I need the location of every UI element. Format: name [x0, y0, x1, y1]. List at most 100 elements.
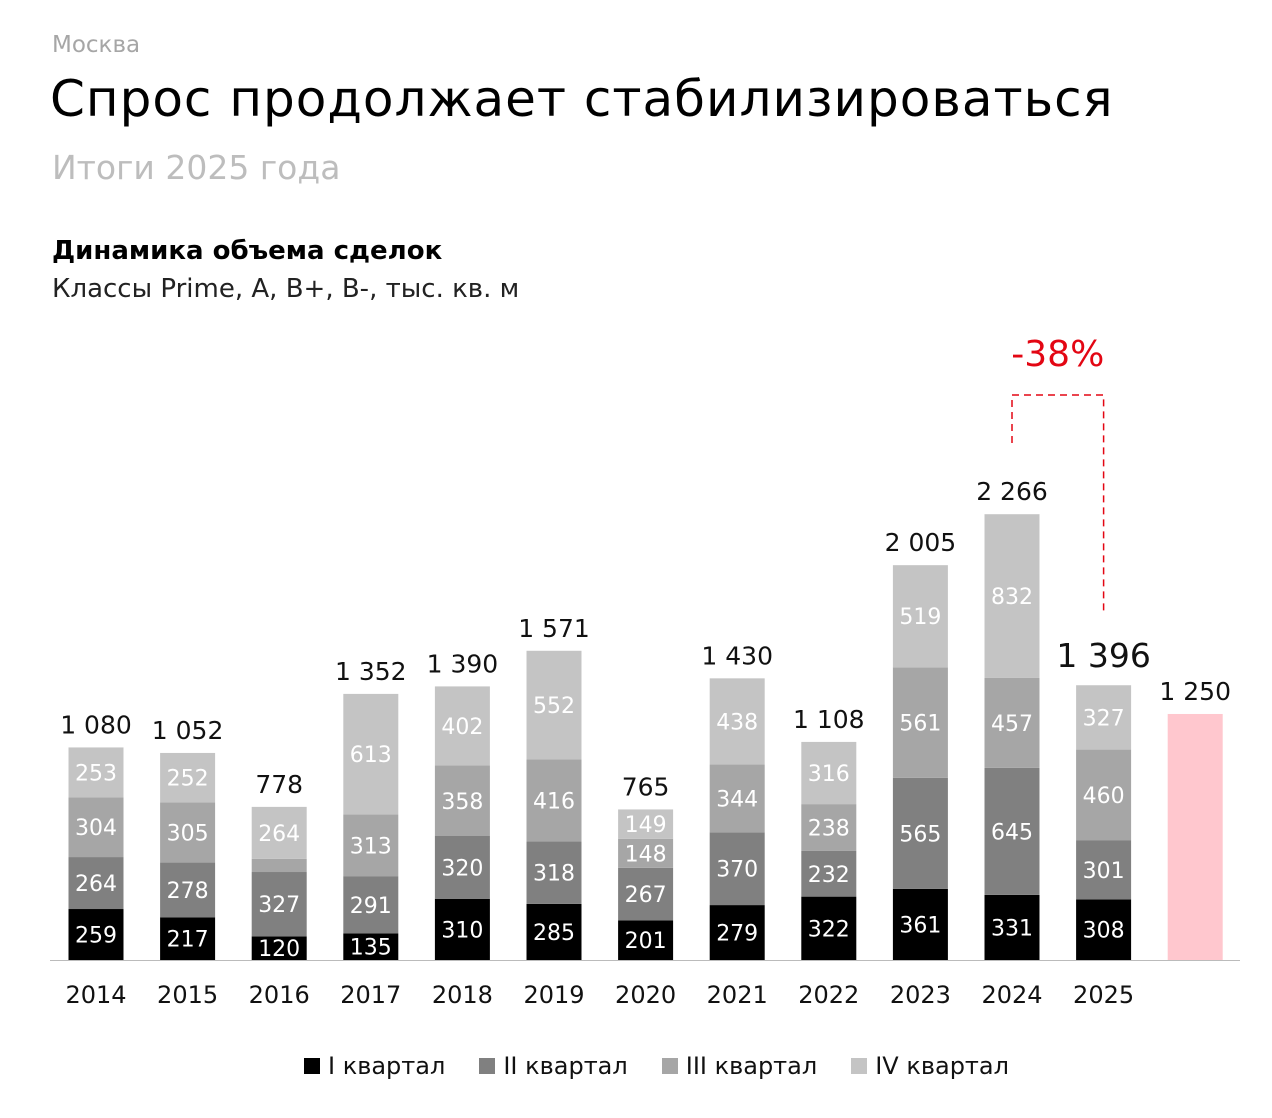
data-label: 327 [258, 893, 300, 918]
bar-segment [434, 765, 490, 837]
data-label: 291 [350, 894, 392, 919]
bar-segment [434, 686, 490, 766]
legend: I квартал II квартал III квартал IV квартал [304, 1052, 1009, 1080]
data-label: 279 [716, 922, 758, 947]
x-tick-label: 2020 [615, 981, 676, 1009]
data-label: 120 [258, 937, 300, 962]
bar-segment [709, 764, 765, 833]
x-tick-label: 2015 [157, 981, 218, 1009]
bar-segment [160, 802, 216, 863]
legend-label: II квартал [503, 1052, 628, 1080]
data-label: 278 [167, 879, 209, 904]
data-label: 238 [808, 817, 850, 842]
total-label: 1 052 [152, 716, 224, 745]
bar-segment [160, 862, 216, 918]
data-label: 305 [167, 822, 209, 847]
data-label: 308 [1083, 919, 1125, 944]
data-label: 344 [716, 787, 758, 812]
data-label: 310 [441, 918, 483, 943]
data-label: 264 [258, 822, 300, 847]
bar-segment [251, 872, 307, 937]
bar-segment [68, 747, 124, 798]
data-label: 267 [625, 883, 667, 908]
data-label: 361 [899, 913, 941, 938]
bar-segment [68, 909, 124, 960]
annotation-label: -38% [1011, 334, 1104, 375]
bar-segment [709, 832, 765, 906]
data-label: 313 [350, 834, 392, 859]
x-tick-label: 2014 [65, 981, 126, 1009]
data-label: 561 [899, 712, 941, 737]
x-tick-label: 2024 [981, 981, 1042, 1009]
bar-segment [618, 867, 674, 921]
data-label: 460 [1083, 784, 1125, 809]
data-label: 316 [808, 762, 850, 787]
data-label: 552 [533, 694, 575, 719]
legend-item: III квартал [661, 1052, 818, 1080]
bar-segment [526, 759, 582, 842]
bar-segment [1076, 899, 1132, 960]
data-label: 304 [75, 816, 117, 841]
legend-swatch [661, 1058, 678, 1074]
bar-segment [709, 678, 765, 765]
legend-label: IV квартал [875, 1052, 1009, 1080]
legend-swatch [479, 1058, 496, 1074]
bar-segment [160, 752, 216, 803]
annotation-bracket [1011, 394, 1105, 615]
x-tick-label: 2022 [798, 981, 859, 1009]
data-label: 320 [441, 856, 483, 881]
bar-segment [434, 836, 490, 899]
data-label: 148 [625, 842, 667, 867]
bar-segment [68, 857, 124, 910]
legend-label: III квартал [685, 1052, 818, 1080]
bar-segment [801, 804, 857, 851]
bar-segment [892, 777, 948, 889]
x-tick-label: 2016 [249, 981, 310, 1009]
bar-segment [343, 933, 399, 960]
bar-segment [1076, 749, 1132, 841]
bar-segment [709, 905, 765, 960]
bar-segment [1076, 840, 1132, 900]
data-label: 301 [1083, 859, 1125, 884]
legend-label: I квартал [328, 1052, 446, 1080]
data-label: 416 [533, 789, 575, 814]
bar-segment [251, 936, 307, 960]
chart-title: Динамика объема сделок [52, 236, 443, 266]
data-label: 832 [991, 585, 1033, 610]
x-tick-label: 2021 [707, 981, 768, 1009]
page-subtitle: Итоги 2025 года [52, 148, 341, 187]
bar-segment [618, 809, 674, 839]
data-label: 232 [808, 863, 850, 888]
total-label: 2 005 [885, 528, 957, 557]
chart-subtitle: Классы Prime, A, B+, B-, тыс. кв. м [52, 274, 520, 304]
total-label: 1 396 [1056, 636, 1150, 675]
data-label: 327 [1083, 706, 1125, 731]
data-label: 519 [899, 605, 941, 630]
bar-segment [618, 838, 674, 868]
bar-segment [434, 898, 490, 960]
data-label: 645 [991, 820, 1033, 845]
data-label: 135 [350, 936, 392, 961]
bar-segment [160, 917, 216, 960]
total-label: 1 250 [1159, 677, 1231, 706]
bar-segment [801, 896, 857, 960]
data-label: 149 [625, 813, 667, 838]
data-label: 438 [716, 710, 758, 735]
legend-swatch [304, 1058, 320, 1074]
x-tick-label: 2025 [1073, 981, 1134, 1009]
bar-segment [801, 741, 857, 805]
data-label: 285 [533, 921, 575, 946]
data-label: 331 [991, 916, 1033, 941]
data-label: 402 [441, 715, 483, 740]
bar-segment [526, 841, 582, 904]
data-label: 565 [899, 822, 941, 847]
data-label: 322 [808, 917, 850, 942]
x-tick-label: 2018 [432, 981, 493, 1009]
bar-segment [984, 894, 1040, 960]
legend-item: IV квартал [851, 1052, 1009, 1080]
bar-segment [892, 667, 948, 778]
total-label: 1 571 [518, 614, 590, 643]
data-label: 259 [75, 924, 117, 949]
